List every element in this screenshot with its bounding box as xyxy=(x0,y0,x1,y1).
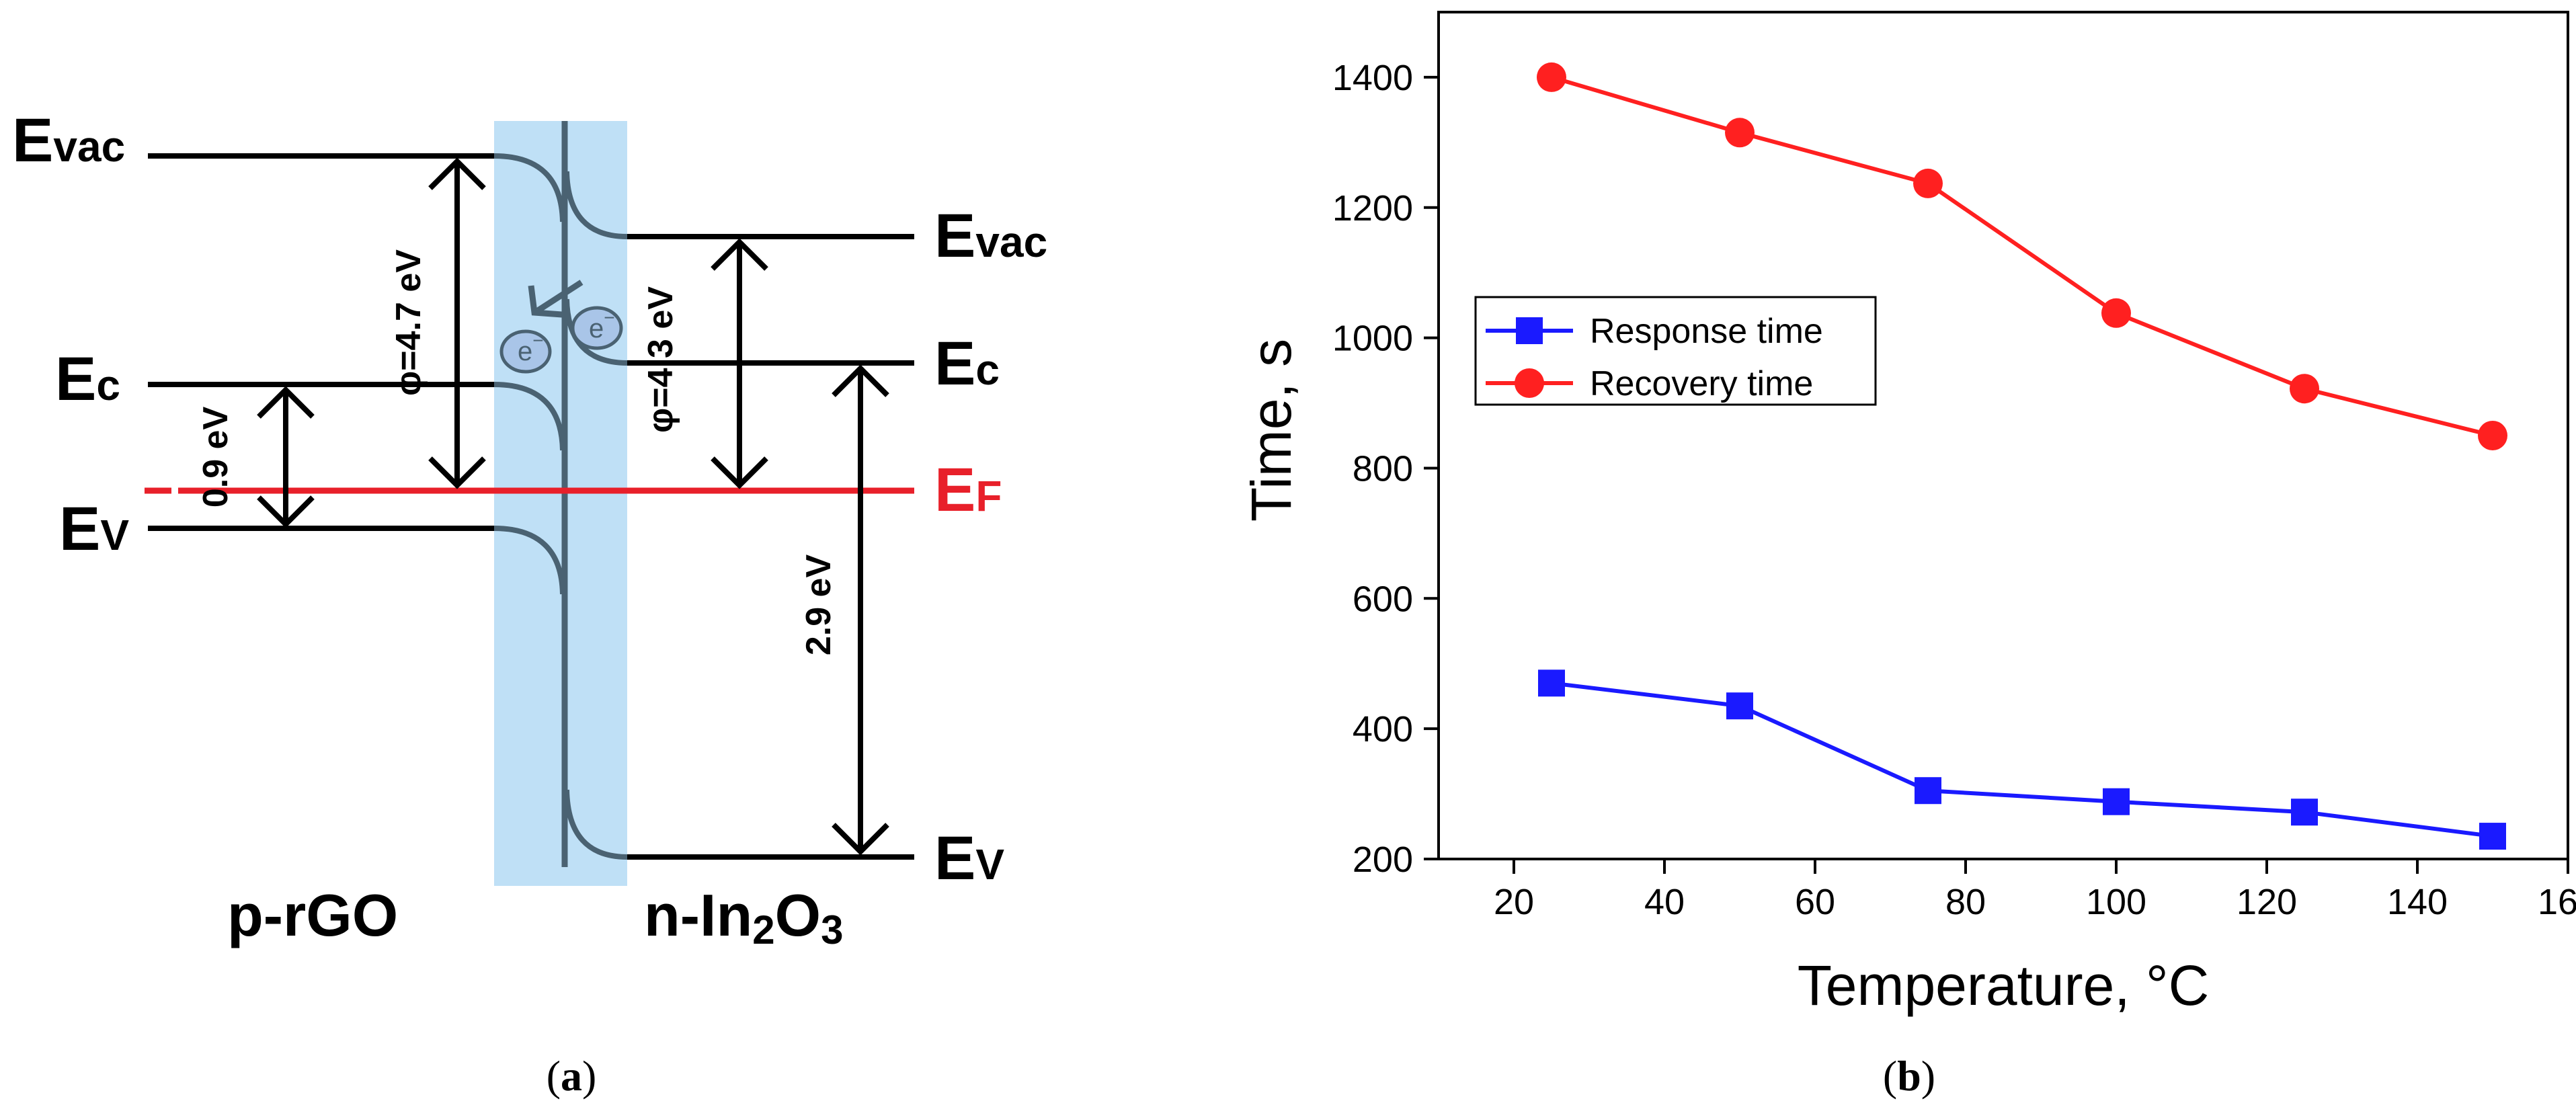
x-tick-label: 140 xyxy=(2387,882,2448,922)
gap-right-label: 2.9 eV xyxy=(799,555,838,656)
x-tick-label: 100 xyxy=(2086,882,2146,922)
right-evac-bend xyxy=(564,171,628,239)
phi-left-arrow xyxy=(428,157,486,489)
band-diagram: e− e− Evac Ec EV Evac Ec EV EF 0.9 eV φ=… xyxy=(12,106,1047,1100)
x-tick-label: 60 xyxy=(1795,882,1835,922)
y-tick-label: 600 xyxy=(1353,579,1413,619)
electron-right: e− xyxy=(571,306,623,350)
legend-item-recovery: Recovery time xyxy=(1486,364,1813,403)
x-axis: 20 40 60 80 100 120 140 160 xyxy=(1494,859,2576,922)
x-tick-label: 120 xyxy=(2237,882,2297,922)
legend: Response time Recovery time xyxy=(1474,296,1877,406)
left-ec-label: Ec xyxy=(55,345,120,413)
point-response xyxy=(1915,777,1941,805)
phi-right-label: φ=4.3 eV xyxy=(641,286,680,433)
point-recovery xyxy=(1537,62,1566,92)
point-recovery xyxy=(1913,168,1943,198)
y-tick-label: 800 xyxy=(1353,448,1413,489)
gap-left-label: 0.9 eV xyxy=(196,407,235,508)
electron-left: e− xyxy=(499,329,552,374)
fermi-label: EF xyxy=(934,456,1002,524)
right-ec-label: Ec xyxy=(934,329,1000,398)
x-tick-label: 40 xyxy=(1644,882,1685,922)
series-line-response xyxy=(1551,681,2493,839)
caption-b: (b) xyxy=(1883,1052,1935,1100)
x-tick-label: 80 xyxy=(1945,882,1986,922)
left-ev-bend xyxy=(493,526,565,595)
y-tick-label: 1400 xyxy=(1332,58,1413,98)
point-response xyxy=(1726,692,1753,720)
y-tick-label: 400 xyxy=(1353,709,1413,749)
svg-text:e−: e− xyxy=(589,307,615,343)
gap-right-arrow xyxy=(832,364,889,856)
gap-left-arrow xyxy=(257,386,315,528)
left-evac-label: Evac xyxy=(12,106,125,175)
point-recovery xyxy=(2478,421,2507,450)
junction-region xyxy=(494,121,627,886)
left-ev-label: EV xyxy=(59,495,129,563)
y-tick-label: 200 xyxy=(1353,840,1413,880)
phi-right-arrow xyxy=(711,238,768,489)
plot-frame xyxy=(1437,11,2569,860)
point-recovery xyxy=(2101,298,2131,328)
y-tick-label: 1000 xyxy=(1332,319,1413,359)
right-evac-label: Evac xyxy=(934,202,1047,270)
left-ec-bend xyxy=(493,382,565,451)
y-axis-label: Time, s xyxy=(1240,339,1303,522)
right-ec-bend xyxy=(564,298,628,366)
point-response xyxy=(2103,788,2130,815)
y-tick-label: 1200 xyxy=(1332,188,1413,229)
point-recovery xyxy=(1725,118,1755,148)
x-axis-label: Temperature, °C xyxy=(1798,954,2210,1017)
series-line-recovery xyxy=(1551,75,2493,438)
x-tick-label: 160 xyxy=(2538,882,2576,922)
svg-text:e−: e− xyxy=(518,330,544,366)
y-axis: 200 400 600 800 1000 1200 1400 xyxy=(1332,58,1439,880)
legend-item-response: Response time xyxy=(1486,312,1823,351)
point-response xyxy=(1538,669,1565,697)
electron-transfer-arrow xyxy=(528,280,583,318)
right-ev-label: EV xyxy=(934,824,1004,893)
svg-text:Response time: Response time xyxy=(1590,312,1823,351)
svg-text:Recovery time: Recovery time xyxy=(1590,364,1813,403)
line-chart: 20 40 60 80 100 120 140 160 200 400 600 800 1000 120… xyxy=(1240,11,2576,1100)
caption-a: (a) xyxy=(547,1052,597,1100)
left-evac-bend xyxy=(493,153,565,222)
x-tick-label: 20 xyxy=(1494,882,1534,922)
left-material-label: p-rGO xyxy=(227,882,398,948)
point-response xyxy=(2479,823,2506,850)
point-recovery xyxy=(2290,374,2319,404)
right-material-label: n-In2O3 xyxy=(644,882,843,952)
point-response xyxy=(2291,799,2318,826)
series-layer xyxy=(1537,62,2507,850)
right-ev-bend xyxy=(564,789,628,860)
phi-left-label: φ=4.7 eV xyxy=(389,249,428,396)
